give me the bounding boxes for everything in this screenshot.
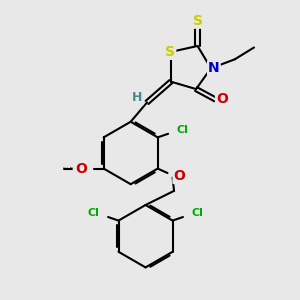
Text: O: O [75,162,87,176]
Text: O: O [216,92,228,106]
Text: Cl: Cl [176,125,188,135]
Text: methoxy: methoxy [69,167,76,168]
Text: O: O [173,169,185,183]
Text: Cl: Cl [88,208,100,218]
Text: methoxy: methoxy [63,167,69,168]
Text: N: N [208,61,220,75]
Text: S: S [193,14,202,28]
Text: H: H [132,92,143,104]
Text: Cl: Cl [191,208,203,218]
Text: O: O [74,160,86,174]
Text: S: S [165,45,175,59]
Text: O: O [74,160,86,174]
